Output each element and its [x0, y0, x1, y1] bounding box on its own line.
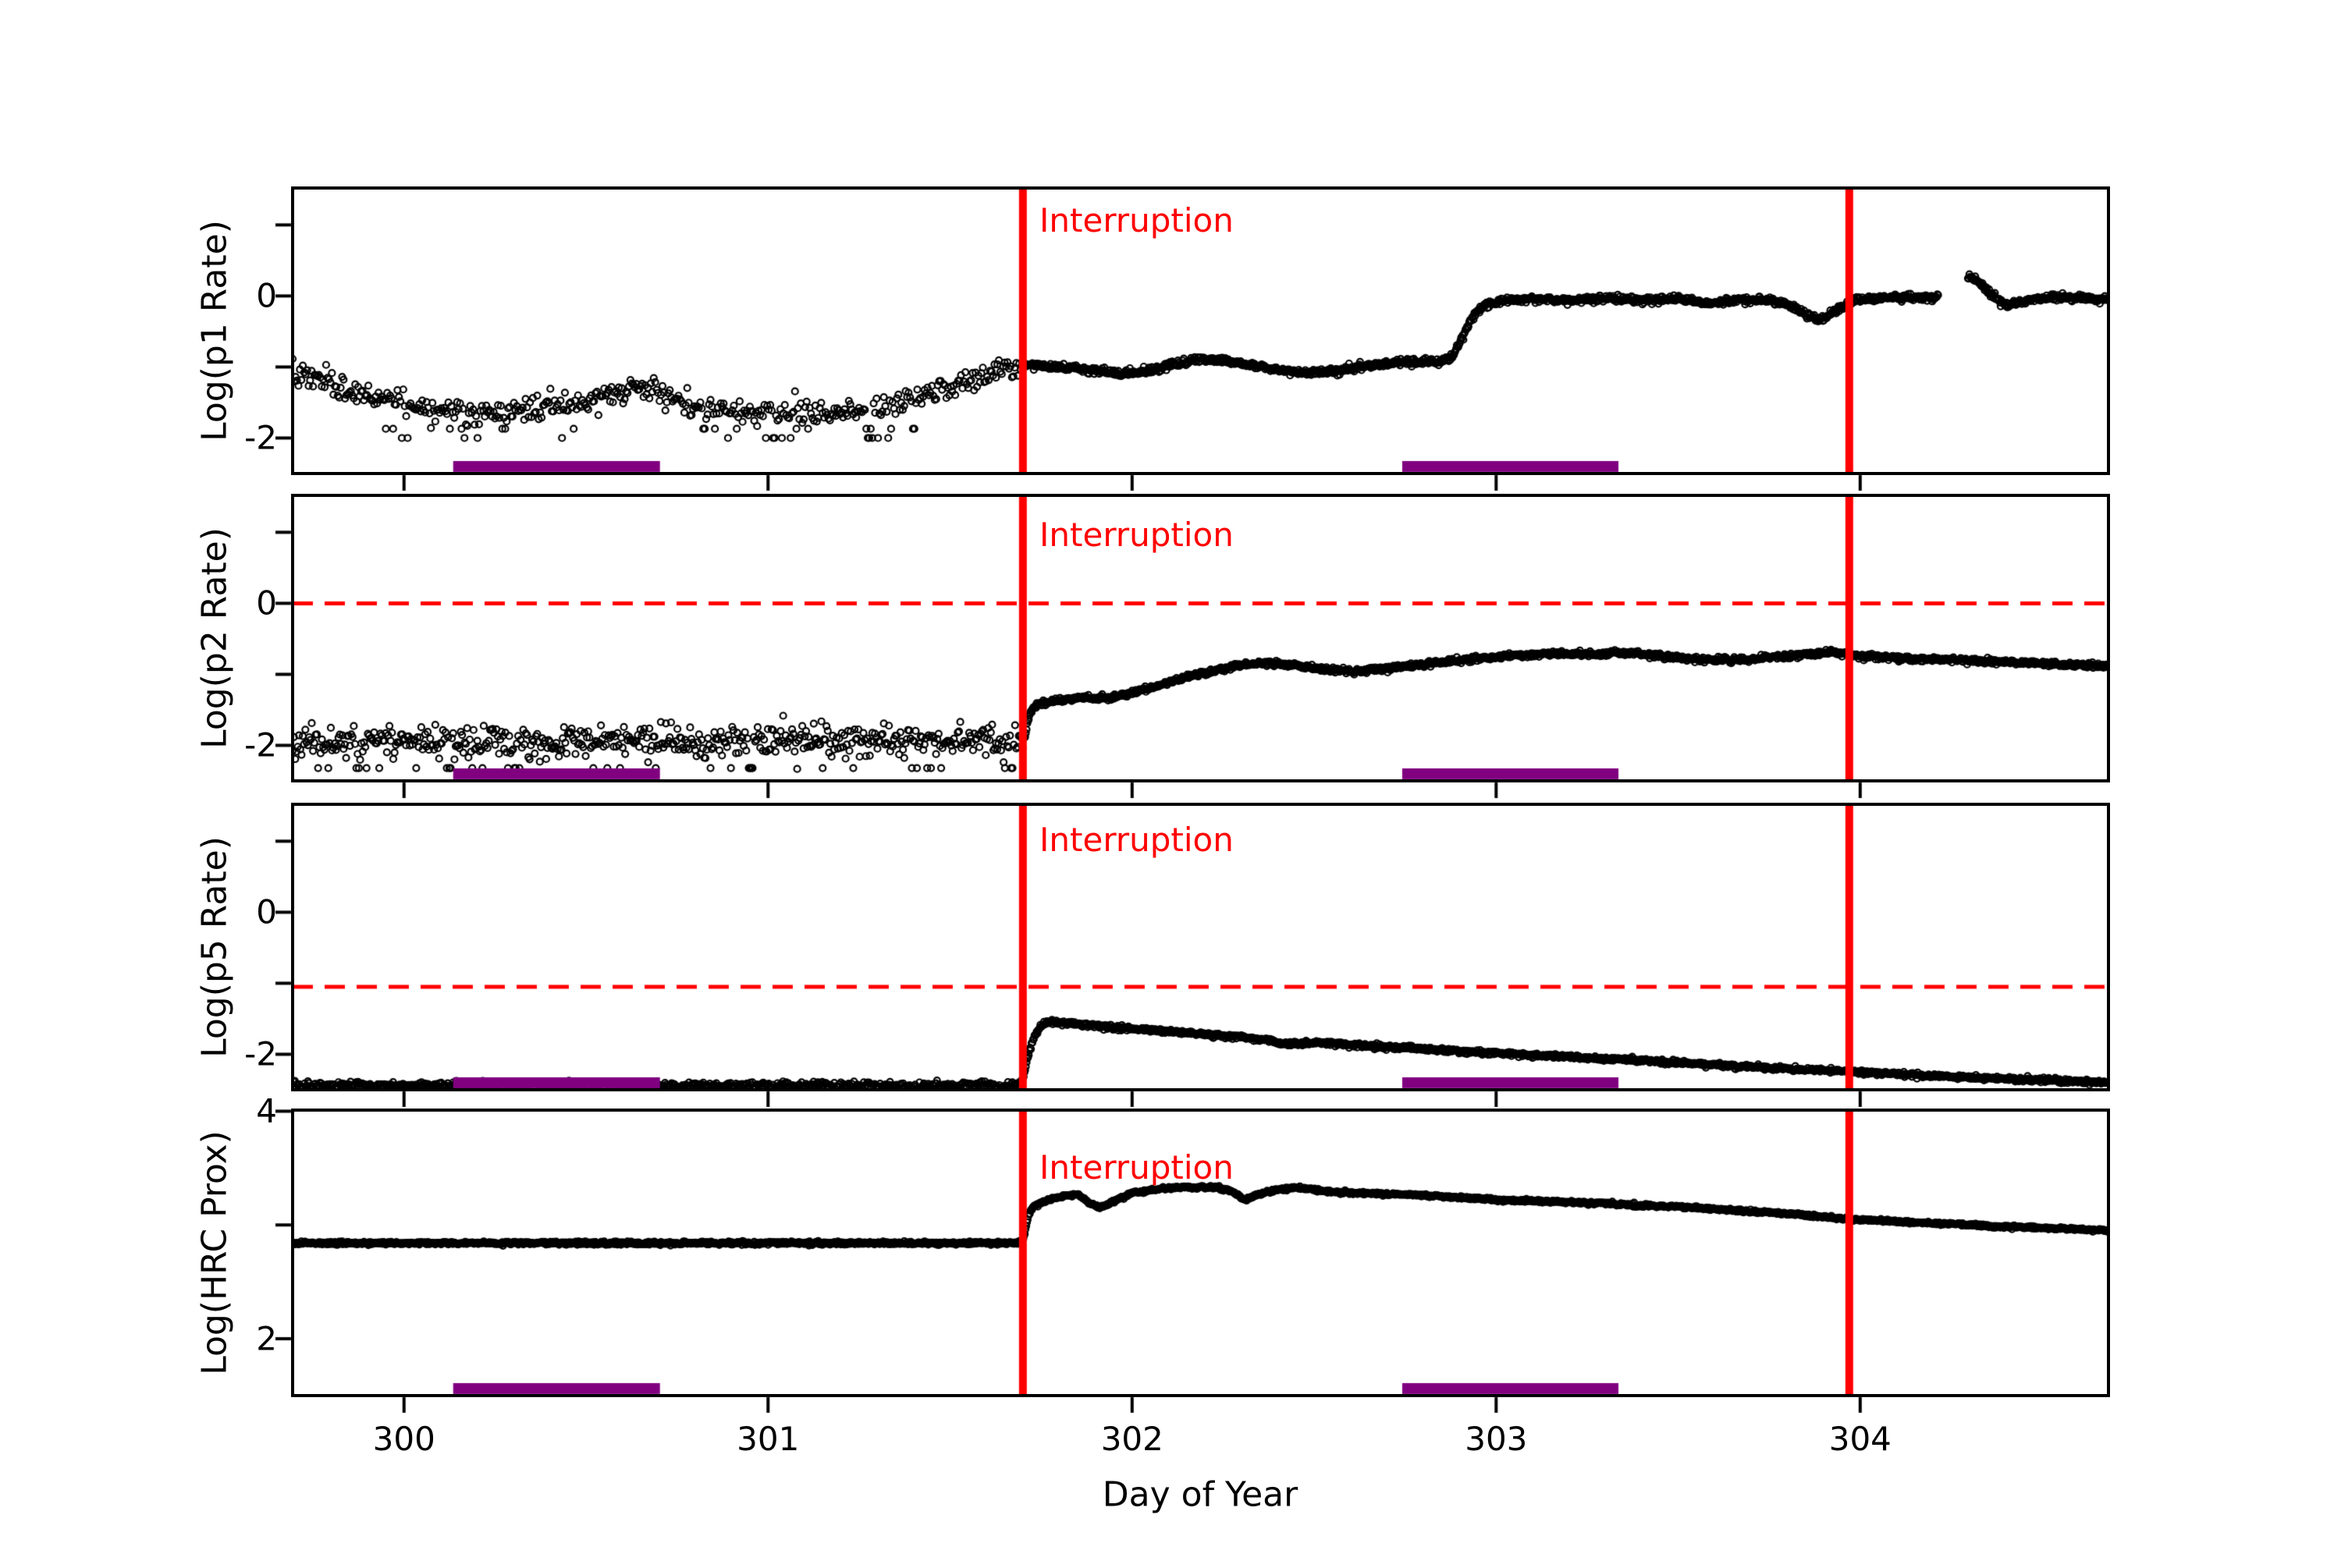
panel-log-p2-rate [291, 494, 2110, 782]
interruption-annotation-p5: Interruption [1039, 821, 1234, 859]
panel-log-p5-rate [291, 803, 2110, 1091]
x-axis-label: Day of Year [1102, 1474, 1298, 1515]
y-axis-label-p1: Log(p1 Rate) [194, 220, 235, 442]
x-tick-label-303: 303 [1465, 1420, 1528, 1458]
panel-log-p1-rate [291, 186, 2110, 475]
x-tick-label-302: 302 [1100, 1420, 1163, 1458]
y-tick-label-panel3-0: 0 [256, 892, 277, 931]
x-tick-label-300: 300 [372, 1420, 435, 1458]
x-tick-label-304: 304 [1828, 1420, 1892, 1458]
y-tick-label-panel1-0: 0 [256, 276, 277, 315]
panel-log-hrc-prox [291, 1109, 2110, 1397]
y-tick-label-panel2--2: -2 [244, 725, 277, 764]
y-tick-label-panel2-0: 0 [256, 584, 277, 623]
x-tick-label-301: 301 [737, 1420, 800, 1458]
y-axis-label-p5: Log(p5 Rate) [194, 836, 235, 1058]
y-axis-label-p2: Log(p2 Rate) [194, 527, 235, 749]
y-tick-label-panel4-2: 2 [256, 1319, 277, 1358]
y-tick-label-panel3--2: -2 [244, 1034, 277, 1073]
y-axis-label-hrc-prox: Log(HRC Prox) [194, 1130, 235, 1375]
interruption-annotation-hrc-prox: Interruption [1039, 1148, 1234, 1187]
interruption-annotation-p2: Interruption [1039, 516, 1234, 554]
y-tick-label-panel4-4: 4 [256, 1091, 277, 1130]
interruption-annotation-p1: Interruption [1039, 201, 1234, 239]
y-tick-label-panel1--2: -2 [244, 418, 277, 457]
